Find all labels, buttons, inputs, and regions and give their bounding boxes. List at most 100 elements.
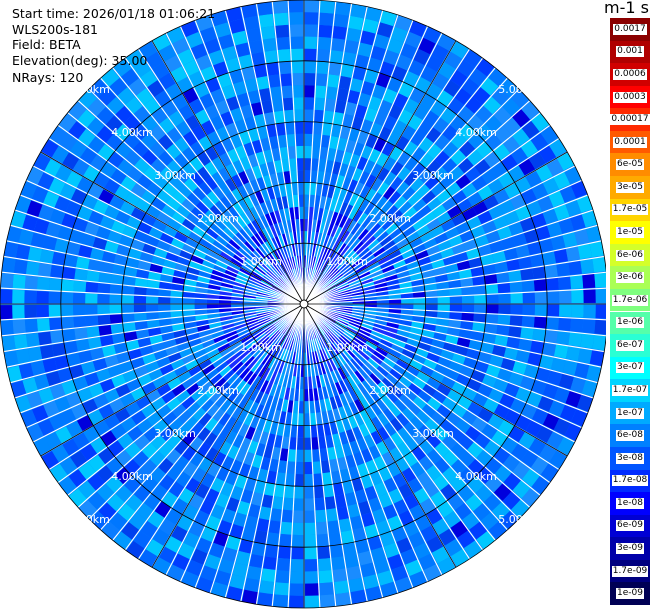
ppi-cell [287,400,294,413]
ppi-cell [153,349,168,361]
ppi-cell [304,546,318,560]
ppi-cell [332,186,342,200]
ppi-cell [411,146,426,162]
ppi-cell [232,562,249,578]
ppi-cell [554,386,570,404]
ppi-cell [407,212,422,225]
ppi-cell [204,432,218,447]
ppi-cell [165,536,183,554]
ppi-cell [124,442,142,459]
nrays-label: NRays: 120 [12,70,84,85]
ppi-cell [257,286,270,293]
ppi-cell [335,592,352,607]
ppi-cell [409,359,424,371]
ppi-cell [322,318,334,327]
ppi-cell [422,211,437,225]
ppi-cell [195,287,208,294]
ppi-cell [190,421,205,437]
ppi-cell [288,449,297,462]
ppi-cell [104,240,119,254]
ppi-cell [401,124,416,141]
ray-separator [194,19,305,305]
ray-separator [303,255,605,305]
ppi-cell [365,257,378,268]
ppi-cell [311,437,320,450]
ppi-cell [308,206,314,220]
ppi-cell [295,376,301,389]
ppi-cell [268,343,278,355]
ppi-cell [196,375,210,389]
ppi-cell [149,263,163,274]
ppi-cell [436,33,456,51]
ppi-cell [347,179,358,193]
ppi-cell [191,548,209,566]
ppi-cell [418,553,437,571]
ppi-cell [574,362,590,379]
ppi-cell [282,273,291,285]
ppi-cell [58,476,78,496]
ppi-cell [482,263,497,275]
ppi-cell [54,238,69,254]
ppi-cell [36,277,50,291]
ppi-cell [368,389,381,403]
ppi-cell [335,320,348,329]
ppi-cell [556,330,571,345]
colorbar-level: 1.7e-09 [610,559,650,583]
ppi-cell [542,382,559,399]
ppi-cell [359,325,373,334]
ppi-cell [417,204,432,218]
ppi-cell [434,232,449,245]
ppi-cell [233,512,248,528]
ppi-cell [461,295,475,304]
ppi-cell [231,376,243,390]
ppi-cell [386,278,400,286]
ppi-cell [547,370,563,386]
ppi-cell [487,178,504,194]
ppi-cell [285,350,292,363]
ppi-cell [221,508,237,524]
ppi-cell [149,141,166,158]
ppi-cell [449,40,469,59]
ppi-cell [313,109,324,123]
ppi-cell [398,483,414,499]
ppi-cell [177,515,194,532]
ppi-cell [206,304,219,310]
colorbar-level-label: 0.0006 [613,68,647,80]
ppi-cell [363,288,377,295]
ppi-cell [186,402,201,416]
ppi-cell [232,392,245,406]
ppi-cell [325,235,334,249]
ppi-cell [304,121,313,134]
ray-separator [303,303,337,607]
ppi-cell [234,145,247,160]
ppi-cell [275,122,286,136]
ppi-cell [304,60,316,74]
ppi-cell [521,487,541,507]
ppi-cell [170,304,183,311]
ppi-cell [288,158,297,171]
ppi-cell [312,121,323,135]
ppi-cell [218,304,232,309]
ppi-cell [295,145,304,159]
ray-separator [303,303,594,399]
ppi-cell [318,24,333,38]
ppi-cell [203,38,221,55]
colorbar-level: 1e-07 [610,401,650,425]
ppi-cell [365,459,379,475]
ppi-cell [343,190,354,204]
ppi-cell [359,184,371,199]
ppi-cell [27,246,43,263]
ppi-cell [348,192,359,207]
ppi-cell [141,381,157,396]
ppi-cell [133,295,147,304]
ppi-cell [320,594,336,608]
ppi-cell [61,279,75,292]
ppi-cell [215,493,230,509]
ppi-cell [170,297,183,304]
ray-separator [124,57,305,305]
ppi-cell [25,332,40,348]
ppi-cell [571,408,588,427]
ppi-cell [510,304,523,315]
ppi-cell [304,401,310,414]
colorbar-level-label: 1.7e-06 [611,294,649,306]
